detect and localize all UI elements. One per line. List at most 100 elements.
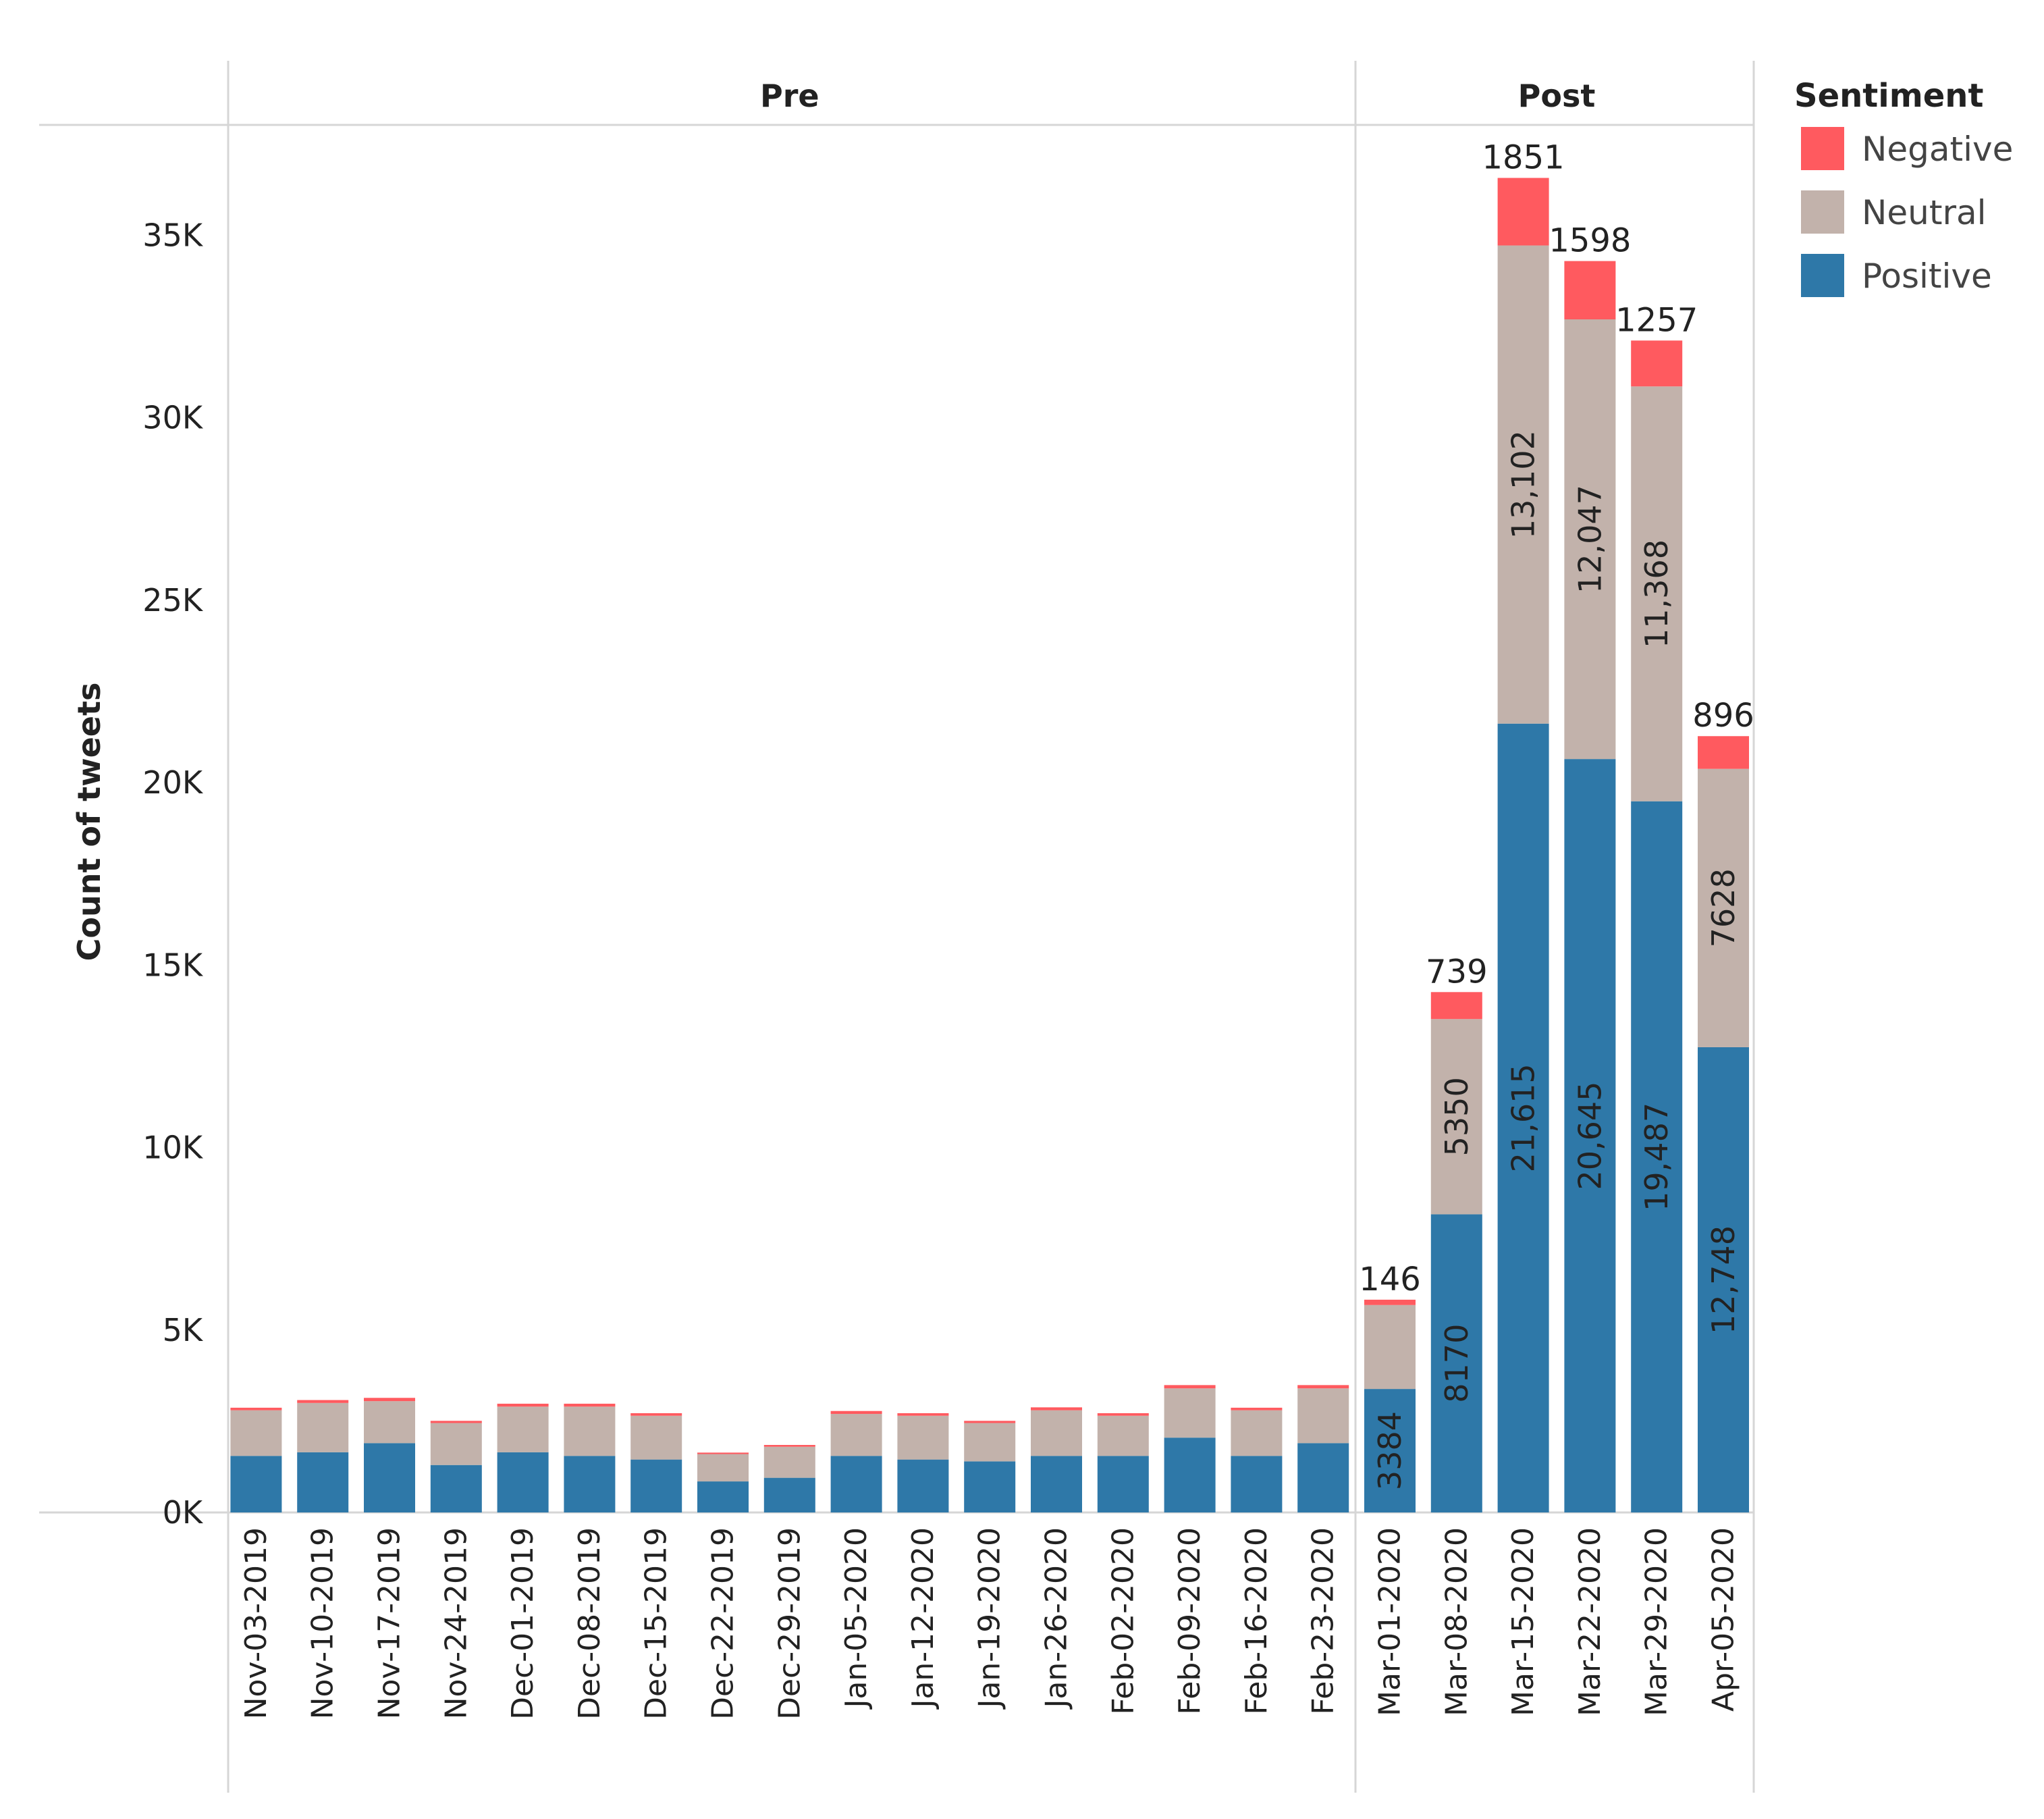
x-tick-label: Feb-09-2020	[1173, 1527, 1207, 1715]
bar-positive-Apr-05-2020	[1698, 1047, 1749, 1512]
bar-neutral-Feb-23-2020	[1297, 1388, 1349, 1444]
bar-positive-Nov-03-2019	[230, 1456, 282, 1512]
bar-positive-Dec-15-2019	[630, 1459, 682, 1512]
bar-positive-Dec-22-2019	[697, 1481, 749, 1512]
bar-negative-Feb-09-2020	[1164, 1385, 1216, 1389]
bar-positive-Mar-08-2020	[1430, 1214, 1482, 1512]
negative-value-label: 1257	[1615, 301, 1698, 339]
bar-neutral-Feb-16-2020	[1231, 1410, 1283, 1456]
x-tick-label: Dec-15-2019	[639, 1527, 674, 1720]
bar-positive-Feb-23-2020	[1297, 1443, 1349, 1512]
x-tick-label: Jan-05-2020	[839, 1527, 873, 1710]
x-axis: Nov-03-2019 Nov-10-2019 Nov-17-2019 Nov-24-…	[239, 1527, 1741, 1720]
bar-neutral-Mar-29-2020	[1631, 386, 1683, 801]
negative-value-label: 739	[1426, 953, 1488, 991]
bar-positive-Nov-24-2019	[430, 1465, 482, 1512]
bar-positive-Dec-29-2019	[763, 1477, 815, 1512]
bar-negative-Jan-19-2020	[964, 1421, 1016, 1423]
bar-neutral-Jan-12-2020	[897, 1415, 949, 1460]
bar-negative-Mar-29-2020	[1631, 340, 1683, 387]
legend-label-positive: Positive	[1862, 257, 1992, 296]
bar-negative-Jan-12-2020	[897, 1413, 949, 1416]
y-tick-label: 25K	[142, 582, 204, 618]
x-tick-label: Mar-01-2020	[1373, 1527, 1407, 1716]
bar-neutral-Jan-19-2020	[964, 1423, 1016, 1462]
x-tick-label: Jan-12-2020	[906, 1527, 940, 1710]
bar-positive-Mar-22-2020	[1564, 759, 1616, 1512]
bar-negative-Apr-05-2020	[1698, 736, 1749, 769]
bar-negative-Jan-26-2020	[1031, 1407, 1082, 1411]
bar-negative-Mar-01-2020	[1364, 1299, 1416, 1305]
positive-value-label: 19,487	[1638, 1103, 1675, 1211]
bar-negative-Feb-16-2020	[1231, 1407, 1283, 1411]
x-tick-label: Nov-17-2019	[373, 1527, 407, 1719]
bar-negative-Feb-02-2020	[1097, 1413, 1149, 1416]
bar-positive-Feb-16-2020	[1231, 1456, 1283, 1512]
bar-positive-Nov-10-2019	[297, 1452, 349, 1512]
panel-header-pre: Pre	[760, 78, 819, 114]
y-tick-label: 20K	[142, 764, 204, 801]
legend-swatch-negative	[1801, 127, 1844, 170]
bar-negative-Feb-23-2020	[1297, 1385, 1349, 1389]
negative-value-label: 146	[1359, 1261, 1421, 1298]
x-tick-label: Nov-10-2019	[306, 1527, 340, 1719]
bar-negative-Mar-08-2020	[1430, 992, 1482, 1020]
bar-positive-Dec-01-2019	[497, 1452, 549, 1512]
x-tick-label: Apr-05-2020	[1706, 1527, 1741, 1712]
x-tick-label: Nov-24-2019	[439, 1527, 473, 1719]
bar-neutral-Feb-09-2020	[1164, 1388, 1216, 1438]
bar-neutral-Nov-03-2019	[230, 1410, 282, 1456]
x-tick-label: Dec-08-2019	[572, 1527, 607, 1720]
y-tick-label: 15K	[142, 947, 204, 983]
chart-frame: Pre Post	[39, 61, 1755, 1793]
legend-swatch-neutral	[1801, 190, 1844, 234]
bars	[230, 178, 1749, 1512]
bar-neutral-Dec-15-2019	[630, 1415, 682, 1460]
x-tick-label: Jan-19-2020	[973, 1527, 1007, 1710]
bar-positive-Mar-29-2020	[1631, 801, 1683, 1512]
legend: Sentiment Negative Neutral Positive	[1794, 77, 2013, 297]
bar-neutral-Apr-05-2020	[1698, 768, 1749, 1047]
bar-negative-Dec-15-2019	[630, 1413, 682, 1416]
x-tick-label: Mar-08-2020	[1439, 1527, 1474, 1716]
bar-positive-Feb-02-2020	[1097, 1456, 1149, 1512]
bar-neutral-Feb-02-2020	[1097, 1415, 1149, 1456]
bar-positive-Jan-19-2020	[964, 1461, 1016, 1512]
legend-label-negative: Negative	[1862, 130, 2013, 169]
bar-negative-Nov-17-2019	[364, 1398, 415, 1402]
bar-positive-Dec-08-2019	[564, 1456, 616, 1512]
y-tick-label: 30K	[142, 400, 204, 436]
bar-neutral-Mar-01-2020	[1364, 1304, 1416, 1390]
positive-value-label: 3384	[1372, 1411, 1408, 1490]
bar-positive-Nov-17-2019	[364, 1443, 415, 1512]
y-axis: 0K 5K 10K 15K 20K 25K 30K 35K Count of tweets	[71, 217, 204, 1531]
segment-labels: 3384 146 8170 5350 739 21,615 13,102 1851 20,645…	[1359, 138, 1754, 1490]
positive-value-label: 12,748	[1705, 1225, 1742, 1334]
bar-neutral-Dec-01-2019	[497, 1406, 549, 1452]
legend-swatch-positive	[1801, 254, 1844, 297]
bar-neutral-Nov-24-2019	[430, 1423, 482, 1465]
y-tick-label: 5K	[163, 1312, 204, 1348]
negative-value-label: 1598	[1549, 222, 1631, 260]
bar-neutral-Nov-17-2019	[364, 1401, 415, 1444]
bar-positive-Jan-12-2020	[897, 1459, 949, 1512]
positive-value-label: 21,615	[1505, 1063, 1542, 1172]
x-tick-label: Feb-23-2020	[1306, 1527, 1341, 1715]
bar-neutral-Dec-29-2019	[763, 1446, 815, 1478]
bar-neutral-Mar-22-2020	[1564, 319, 1616, 760]
bar-positive-Jan-05-2020	[830, 1456, 882, 1512]
bar-neutral-Nov-10-2019	[297, 1402, 349, 1452]
y-tick-label: 10K	[142, 1130, 204, 1166]
x-tick-label: Mar-22-2020	[1573, 1527, 1607, 1716]
bar-positive-Jan-26-2020	[1031, 1456, 1082, 1512]
positive-value-label: 20,645	[1571, 1082, 1608, 1190]
bar-neutral-Mar-15-2020	[1497, 245, 1549, 724]
x-tick-label: Mar-29-2020	[1640, 1527, 1674, 1716]
neutral-value-label: 11,368	[1638, 539, 1675, 648]
y-tick-label: 35K	[142, 217, 204, 253]
bar-negative-Dec-01-2019	[497, 1403, 549, 1407]
negative-value-label: 896	[1692, 697, 1754, 735]
bar-negative-Mar-22-2020	[1564, 261, 1616, 319]
